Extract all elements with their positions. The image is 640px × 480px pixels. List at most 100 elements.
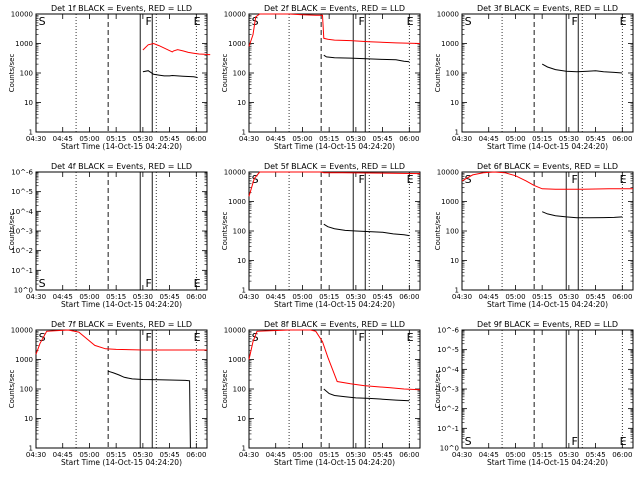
- y-tick-label: 10^0: [14, 287, 33, 295]
- marker-f: F: [572, 15, 578, 28]
- x-tick-label: 05:30: [133, 135, 153, 143]
- x-tick-label: 04:30: [26, 135, 46, 143]
- x-tick-label: 05:45: [160, 135, 180, 143]
- marker-f: F: [359, 173, 365, 186]
- x-tick-label: 04:30: [452, 293, 472, 301]
- y-tick-label: 1: [455, 129, 459, 137]
- y-tick-label: 1000: [15, 356, 33, 364]
- lld-series-line: [142, 42, 211, 56]
- x-tick-label: 05:00: [292, 135, 312, 143]
- x-tick-label: 05:45: [160, 451, 180, 459]
- x-tick-label: 06:00: [399, 451, 419, 459]
- events-series-line: [542, 211, 623, 219]
- panel-title: Det 6f BLACK = Events, RED = LLD: [477, 162, 618, 171]
- x-tick-label: 05:15: [532, 135, 552, 143]
- detector-panel-5: Det 5f BLACK = Events, RED = LLD 1 10 100 10…: [221, 162, 421, 309]
- plot-frame: [248, 329, 421, 449]
- marker-f: F: [146, 331, 152, 344]
- y-tick-label: 10^-2: [437, 405, 459, 413]
- y-tick-label: 10: [24, 415, 33, 423]
- y-tick-label: 10000: [11, 11, 33, 19]
- y-tick-label: 10^-1: [437, 425, 459, 433]
- y-axis-label: Counts/sec: [434, 54, 442, 93]
- x-tick-label: 05:30: [133, 451, 153, 459]
- x-tick-label: 05:00: [292, 451, 312, 459]
- x-tick-label: 05:15: [106, 451, 126, 459]
- x-tick-label: 04:45: [479, 293, 499, 301]
- y-tick-label: 10: [450, 257, 459, 265]
- x-tick-label: 05:00: [505, 293, 525, 301]
- x-tick-label: 05:15: [319, 451, 339, 459]
- x-tick-label: 05:45: [373, 135, 393, 143]
- events-series-line: [323, 54, 410, 63]
- marker-s: S: [39, 277, 46, 290]
- x-tick-label: 05:45: [586, 135, 606, 143]
- y-tick-label: 10000: [224, 169, 246, 177]
- panel-title: Det 1f BLACK = Events, RED = LLD: [51, 4, 192, 13]
- marker-s: S: [39, 15, 46, 28]
- y-tick-label: 1000: [441, 40, 459, 48]
- x-tick-label: 06:00: [612, 293, 632, 301]
- x-tick-label: 04:30: [26, 293, 46, 301]
- x-tick-label: 04:30: [26, 451, 46, 459]
- plot-frame: [35, 13, 208, 133]
- x-tick-label: 05:15: [319, 293, 339, 301]
- panel-title: Det 5f BLACK = Events, RED = LLD: [264, 162, 405, 171]
- x-tick-label: 05:30: [346, 451, 366, 459]
- y-tick-label: 10000: [437, 11, 459, 19]
- y-tick-label: 1: [29, 129, 33, 137]
- events-series-line: [142, 70, 198, 79]
- x-tick-label: 04:30: [239, 451, 259, 459]
- plot-frame: [248, 13, 421, 133]
- panel-title: Det 2f BLACK = Events, RED = LLD: [264, 4, 405, 13]
- events-series-line: [323, 223, 410, 237]
- x-tick-label: 06:00: [399, 293, 419, 301]
- y-axis-label: Counts/sec: [221, 370, 229, 409]
- x-tick-label: 06:00: [612, 135, 632, 143]
- y-tick-label: 1: [455, 287, 459, 295]
- y-tick-label: 1000: [441, 198, 459, 206]
- x-tick-label: 04:30: [452, 451, 472, 459]
- y-axis-label: Counts/sec: [434, 212, 442, 251]
- y-tick-label: 100: [20, 70, 33, 78]
- y-tick-label: 10^-5: [437, 346, 459, 354]
- y-tick-label: 100: [446, 70, 459, 78]
- y-axis-label: Counts/sec: [8, 212, 16, 251]
- y-tick-label: 100: [233, 70, 246, 78]
- y-tick-label: 1000: [15, 40, 33, 48]
- x-tick-label: 04:45: [53, 293, 73, 301]
- detector-panel-7: Det 7f BLACK = Events, RED = LLD 1 10 100 10…: [8, 320, 208, 467]
- x-axis-label: Start Time (14-Oct-15 04:24:20): [274, 458, 395, 467]
- detector-panel-3: Det 3f BLACK = Events, RED = LLD 1 10 100 10…: [434, 4, 634, 151]
- y-tick-label: 1000: [228, 40, 246, 48]
- marker-s: S: [252, 331, 259, 344]
- x-tick-label: 05:30: [133, 293, 153, 301]
- detector-panel-2: Det 2f BLACK = Events, RED = LLD 1 10 100 10…: [221, 4, 421, 151]
- lld-series-line: [248, 329, 421, 391]
- y-tick-label: 100: [20, 386, 33, 394]
- x-tick-label: 05:15: [532, 293, 552, 301]
- y-tick-label: 1: [29, 445, 33, 453]
- x-tick-label: 05:00: [79, 293, 99, 301]
- marker-e: E: [407, 173, 414, 186]
- x-tick-label: 05:00: [505, 451, 525, 459]
- panel-title: Det 8f BLACK = Events, RED = LLD: [264, 320, 405, 329]
- x-tick-label: 05:00: [505, 135, 525, 143]
- y-axis-label: Counts/sec: [8, 370, 16, 409]
- x-tick-label: 05:15: [106, 293, 126, 301]
- panel-title: Det 9f BLACK = Events, RED = LLD: [477, 320, 618, 329]
- events-series-line: [107, 370, 191, 449]
- y-axis-label: Counts/sec: [221, 54, 229, 93]
- x-tick-label: 06:00: [186, 135, 206, 143]
- x-tick-label: 05:30: [559, 135, 579, 143]
- x-axis-label: Start Time (14-Oct-15 04:24:20): [487, 300, 608, 309]
- marker-f: F: [359, 331, 365, 344]
- plot-frame: [461, 329, 634, 449]
- plot-frame: [461, 13, 634, 133]
- detector-panel-8: Det 8f BLACK = Events, RED = LLD 1 10 100 10…: [221, 320, 421, 467]
- marker-s: S: [39, 331, 46, 344]
- panel-title: Det 3f BLACK = Events, RED = LLD: [477, 4, 618, 13]
- y-tick-label: 100: [233, 386, 246, 394]
- detector-panel-6: Det 6f BLACK = Events, RED = LLD 1 10 100 10…: [434, 162, 634, 309]
- y-tick-label: 1: [242, 287, 246, 295]
